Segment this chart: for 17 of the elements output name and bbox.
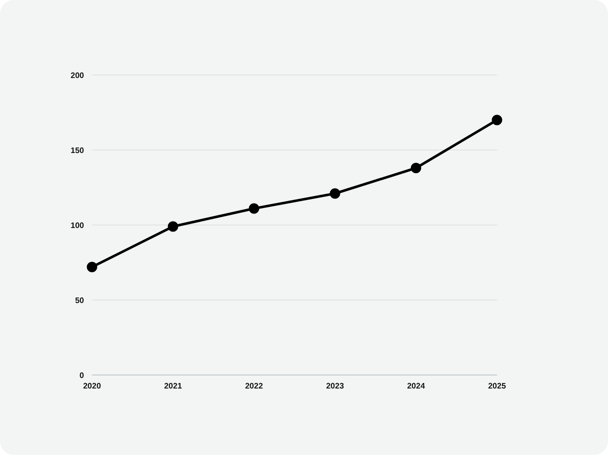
point: [330, 188, 340, 199]
y-tick-label: 150: [70, 146, 85, 155]
point: [248, 203, 260, 214]
y-tick-label: 0: [80, 370, 85, 380]
point: [168, 221, 178, 232]
y-tick-label: 100: [70, 220, 85, 230]
y-tick-label: 50: [75, 296, 85, 305]
x-tick-label: 2025: [488, 382, 506, 391]
x-tick-label: 2023: [326, 382, 344, 391]
point: [492, 114, 502, 126]
y-tick-label: 200: [70, 70, 85, 80]
point: [86, 262, 98, 272]
x-tick-label: 2021: [164, 382, 182, 391]
point: [410, 162, 422, 174]
x-tick-label: 2020: [83, 382, 102, 391]
x-tick-label: 2022: [245, 382, 264, 391]
x-tick-label: 2024: [407, 382, 426, 391]
